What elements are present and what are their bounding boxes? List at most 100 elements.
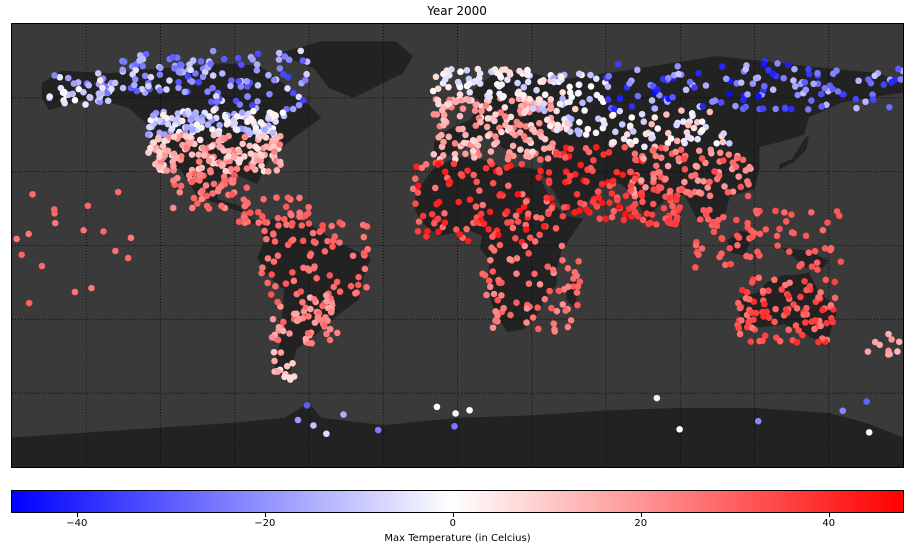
station-point — [433, 200, 440, 208]
station-point — [412, 200, 419, 207]
station-point — [631, 150, 639, 158]
station-point — [328, 222, 335, 230]
station-point — [772, 105, 779, 113]
station-point — [84, 202, 92, 210]
station-point — [545, 179, 553, 187]
station-point — [453, 226, 460, 233]
station-point — [776, 337, 784, 345]
station-point — [474, 142, 482, 149]
station-point — [718, 250, 725, 257]
station-point — [605, 72, 613, 80]
station-point — [253, 61, 261, 68]
station-point — [695, 70, 702, 77]
station-point — [261, 218, 269, 226]
station-point — [199, 144, 207, 152]
station-point — [80, 226, 87, 234]
station-point — [592, 75, 600, 82]
station-point — [641, 143, 648, 151]
station-point — [248, 102, 256, 109]
station-point — [802, 319, 809, 326]
station-point — [805, 70, 813, 78]
station-point — [313, 274, 320, 282]
station-point — [414, 182, 422, 190]
station-point — [819, 306, 826, 314]
station-point — [548, 204, 556, 212]
station-point — [622, 192, 630, 200]
station-point — [466, 89, 474, 96]
station-point — [215, 185, 223, 193]
station-point — [526, 136, 533, 144]
station-point — [503, 208, 511, 215]
station-point — [801, 79, 809, 86]
station-point — [512, 235, 519, 242]
station-point — [638, 192, 646, 199]
station-point — [654, 125, 662, 132]
station-point — [566, 128, 574, 135]
station-point — [827, 302, 835, 309]
station-point — [146, 123, 153, 131]
station-point — [713, 222, 721, 230]
station-point — [231, 171, 238, 179]
station-point — [788, 229, 796, 236]
station-point — [692, 264, 699, 271]
station-point — [190, 194, 198, 202]
station-point — [238, 61, 245, 68]
station-point — [554, 121, 561, 129]
station-point — [183, 145, 191, 152]
station-point — [531, 238, 539, 245]
station-point — [465, 75, 473, 83]
station-point — [677, 146, 685, 154]
station-point — [817, 90, 825, 98]
station-point — [814, 266, 821, 273]
station-point — [691, 84, 698, 91]
station-point — [237, 83, 245, 90]
station-point — [803, 304, 810, 312]
station-point — [513, 299, 520, 306]
station-point — [815, 294, 822, 301]
station-point — [216, 121, 223, 129]
station-point — [818, 103, 825, 110]
station-point — [793, 338, 801, 346]
station-point — [575, 258, 582, 265]
station-point — [673, 121, 680, 129]
station-point — [616, 95, 624, 102]
station-point — [823, 319, 830, 327]
station-point — [540, 76, 547, 84]
station-point — [611, 105, 618, 113]
station-point — [853, 104, 860, 112]
station-point — [885, 330, 892, 338]
station-point — [688, 172, 695, 180]
station-point — [681, 178, 688, 186]
station-point — [772, 305, 779, 313]
station-point — [323, 430, 330, 438]
station-point — [273, 194, 280, 201]
station-point — [354, 281, 362, 289]
station-point — [442, 118, 449, 125]
station-point — [531, 270, 538, 278]
station-points — [13, 47, 903, 438]
station-point — [164, 120, 172, 128]
station-point — [544, 263, 551, 270]
station-point — [684, 133, 692, 141]
station-point — [296, 209, 303, 217]
station-point — [725, 140, 733, 147]
station-point — [189, 204, 196, 212]
station-point — [191, 110, 199, 118]
station-point — [470, 171, 477, 179]
station-point — [259, 132, 266, 139]
station-point — [604, 96, 612, 103]
station-point — [445, 100, 453, 107]
station-point — [324, 237, 331, 245]
station-point — [86, 94, 94, 101]
station-point — [38, 262, 46, 270]
station-point — [456, 91, 464, 98]
station-point — [195, 158, 203, 165]
station-point — [759, 287, 767, 295]
station-point — [690, 124, 698, 132]
station-point — [540, 100, 548, 107]
station-point — [704, 184, 712, 191]
station-point — [748, 309, 755, 316]
station-point — [660, 204, 668, 212]
station-point — [471, 107, 479, 114]
station-point — [543, 116, 551, 124]
